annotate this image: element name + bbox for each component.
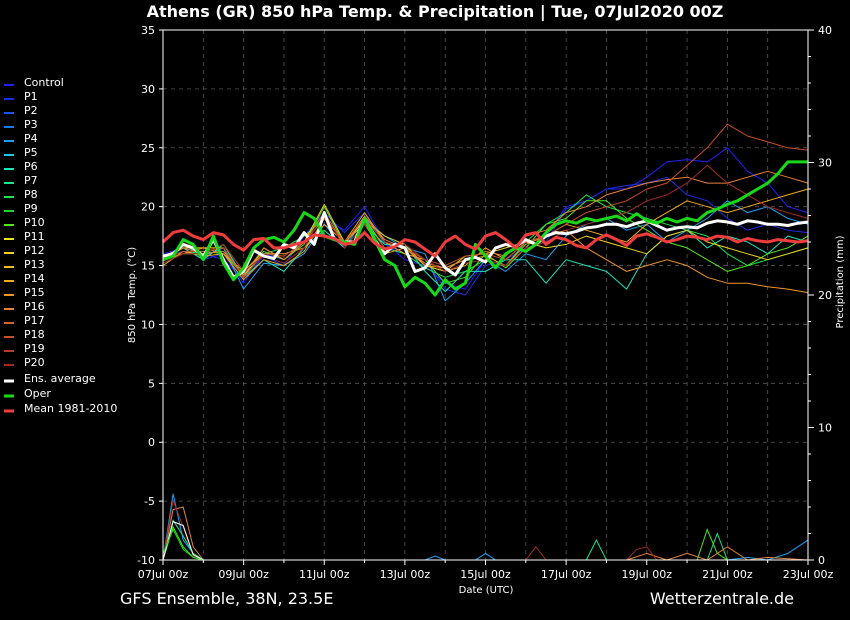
x-tick-label: 21Jul 00z xyxy=(702,568,753,581)
legend-label: P14 xyxy=(24,272,45,285)
x-axis: 07Jul 00z 09Jul 00z 11Jul 00z 13Jul 00z 15Ju… xyxy=(138,560,834,581)
y-axis-label: 850 hPa Temp. (°C) xyxy=(127,247,138,343)
y-tick-label: 30 xyxy=(141,83,155,96)
y2-tick-label: 10 xyxy=(818,422,832,435)
legend-label: P18 xyxy=(24,328,45,341)
x-tick-label: 17Jul 00z xyxy=(541,568,592,581)
y-tick-label: 5 xyxy=(148,377,155,390)
chart-title: Athens (GR) 850 hPa Temp. & Precipitatio… xyxy=(147,2,724,22)
legend-label: P17 xyxy=(24,314,45,327)
temperature-series-line xyxy=(162,211,809,279)
legend-label: P11 xyxy=(24,230,45,243)
legend-label: P3 xyxy=(24,118,38,131)
legend-label: P19 xyxy=(24,342,45,355)
x-tick-label: 09Jul 00z xyxy=(218,568,269,581)
y-tick-label: 25 xyxy=(141,142,155,155)
y2-tick-label: 40 xyxy=(818,24,832,37)
footer-source: GFS Ensemble, 38N, 23.5E xyxy=(120,589,333,608)
legend-label: P10 xyxy=(24,216,45,229)
legend-label: P5 xyxy=(24,146,38,159)
legend-label: P12 xyxy=(24,244,45,257)
legend-label: P1 xyxy=(24,90,38,103)
y-tick-label: 15 xyxy=(141,260,155,273)
temperature-series-line xyxy=(162,223,809,292)
y-tick-label: -10 xyxy=(137,554,155,567)
legend-label: P7 xyxy=(24,174,38,187)
y-tick-label: 35 xyxy=(141,24,155,37)
y-axis-right: 40 30 20 10 0 xyxy=(808,24,832,567)
legend-label: Ens. average xyxy=(24,372,96,385)
temperature-series-line xyxy=(162,188,809,281)
legend-label: P4 xyxy=(24,132,38,145)
legend-label: P15 xyxy=(24,286,45,299)
temperature-series-line xyxy=(162,160,808,297)
temperature-series-line xyxy=(162,170,809,276)
temperature-series-line xyxy=(161,228,809,258)
y-tick-label: 20 xyxy=(141,201,155,214)
legend-label: Oper xyxy=(24,387,51,400)
y2-tick-label: 30 xyxy=(818,157,832,170)
grid-lines xyxy=(163,30,808,560)
legend-label: Control xyxy=(24,76,64,89)
y-tick-label: 10 xyxy=(141,318,155,331)
legend-label: P6 xyxy=(24,160,38,173)
legend-label: P13 xyxy=(24,258,45,271)
x-tick-label: 11Jul 00z xyxy=(299,568,350,581)
y2-tick-label: 20 xyxy=(818,289,832,302)
x-tick-label: 15Jul 00z xyxy=(460,568,511,581)
legend: ControlP1P2P3P4P5P6P7P8P9P10P11P12P13P14… xyxy=(4,76,117,415)
x-tick-label: 13Jul 00z xyxy=(380,568,431,581)
legend-label: P16 xyxy=(24,300,45,313)
legend-label: P2 xyxy=(24,104,38,117)
y2-tick-label: 0 xyxy=(818,554,825,567)
legend-label: Mean 1981-2010 xyxy=(24,402,117,415)
x-tick-label: 07Jul 00z xyxy=(138,568,189,581)
y2-axis-label: Precipitation (mm) xyxy=(835,235,846,328)
footer-site: Wetterzentrale.de xyxy=(650,589,794,608)
legend-label: P9 xyxy=(24,202,38,215)
y-tick-label: 0 xyxy=(148,436,155,449)
precipitation-line xyxy=(162,506,809,561)
legend-label: P8 xyxy=(24,188,38,201)
x-tick-label: 19Jul 00z xyxy=(621,568,672,581)
series-layer xyxy=(161,123,809,302)
x-tick-label: 23Jul 00z xyxy=(783,568,834,581)
temperature-series-line xyxy=(162,176,809,296)
x-axis-label: Date (UTC) xyxy=(459,585,514,596)
temperature-series-line xyxy=(162,123,809,278)
y-axis-left: 35 30 25 20 15 10 5 0 -5 -10 xyxy=(137,24,163,567)
y-tick-label: -5 xyxy=(144,495,155,508)
legend-label: P20 xyxy=(24,356,45,369)
